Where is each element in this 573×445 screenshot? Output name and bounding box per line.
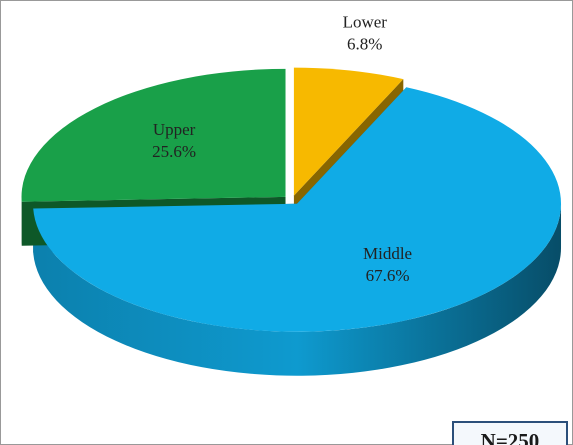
- slice-label: Lower: [343, 12, 388, 31]
- annotation: N=250: [481, 429, 540, 445]
- slice: [33, 87, 562, 332]
- slice-value-label: 25.6%: [152, 142, 196, 161]
- slice-tops: [21, 67, 562, 332]
- slice-label: Middle: [363, 244, 412, 263]
- pie: Lower 6.8% Middle 67.6% Upper 25.6%: [21, 12, 562, 376]
- slice-label: Upper: [153, 120, 196, 139]
- annotation-box: [452, 421, 568, 445]
- slice: [293, 67, 404, 196]
- slice-value-label: 67.6%: [366, 266, 410, 285]
- slice-value-label: 6.8%: [347, 34, 382, 53]
- slice: [21, 68, 286, 202]
- slice-side: [33, 203, 562, 376]
